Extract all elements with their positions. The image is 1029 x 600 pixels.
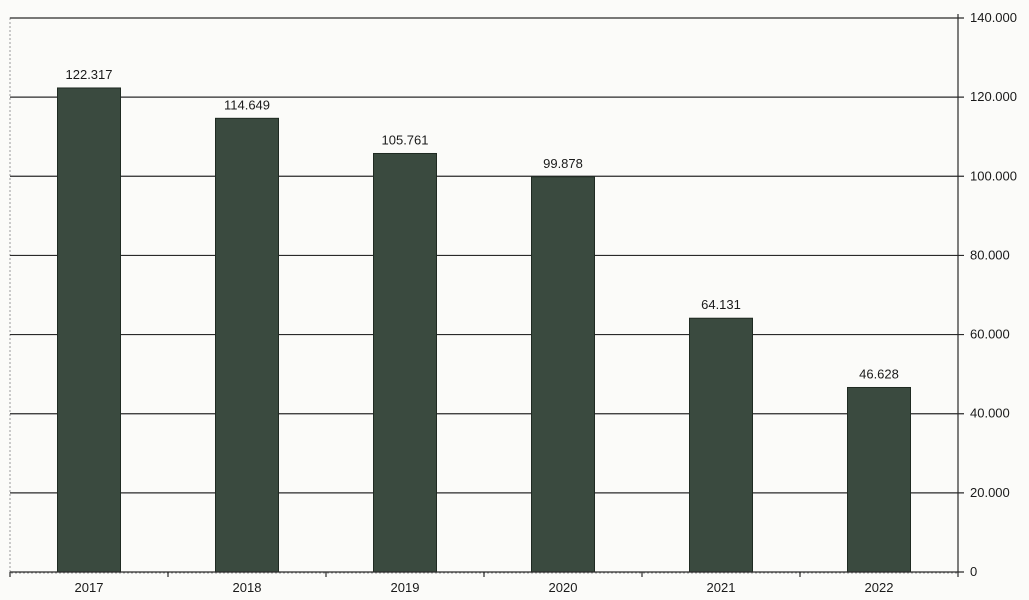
y-tick-label: 120.000: [970, 89, 1017, 104]
data-labels: 122.317 114.649 105.761 99.878 64.131 46.628: [66, 67, 899, 382]
bar: [215, 117, 279, 573]
gridlines: [10, 17, 964, 494]
bar: [531, 176, 595, 573]
bars: [57, 87, 911, 573]
y-tick-label: 0: [970, 564, 977, 579]
data-label: 122.317: [66, 67, 113, 82]
y-tick-label: 80.000: [970, 247, 1010, 262]
x-tick-label: 2018: [233, 580, 262, 595]
plot-frame: [9, 17, 959, 574]
y-tick-label: 100.000: [970, 168, 1017, 183]
x-tick-label: 2022: [865, 580, 894, 595]
data-label: 114.649: [224, 97, 270, 112]
data-label: 105.761: [382, 132, 429, 147]
x-tick-label: 2021: [707, 580, 736, 595]
y-tick-label: 140.000: [970, 10, 1017, 25]
bar: [57, 87, 121, 573]
y-axis: 0 20.000 40.000 60.000 80.000 100.000 120.000 1…: [957, 10, 1017, 579]
bar: [689, 317, 753, 573]
x-tick-label: 2020: [549, 580, 578, 595]
y-tick-label: 20.000: [970, 485, 1010, 500]
data-label: 99.878: [543, 156, 583, 171]
bar: [373, 152, 437, 573]
data-label: 46.628: [859, 366, 899, 381]
x-tick-label: 2017: [75, 580, 104, 595]
y-tick-label: 60.000: [970, 327, 1010, 342]
bar: [847, 386, 911, 573]
x-tick-label: 2019: [391, 580, 420, 595]
data-label: 64.131: [701, 297, 741, 312]
y-tick-label: 40.000: [970, 406, 1010, 421]
x-axis: 2017 2018 2019 2020 2021 2022: [9, 571, 964, 595]
